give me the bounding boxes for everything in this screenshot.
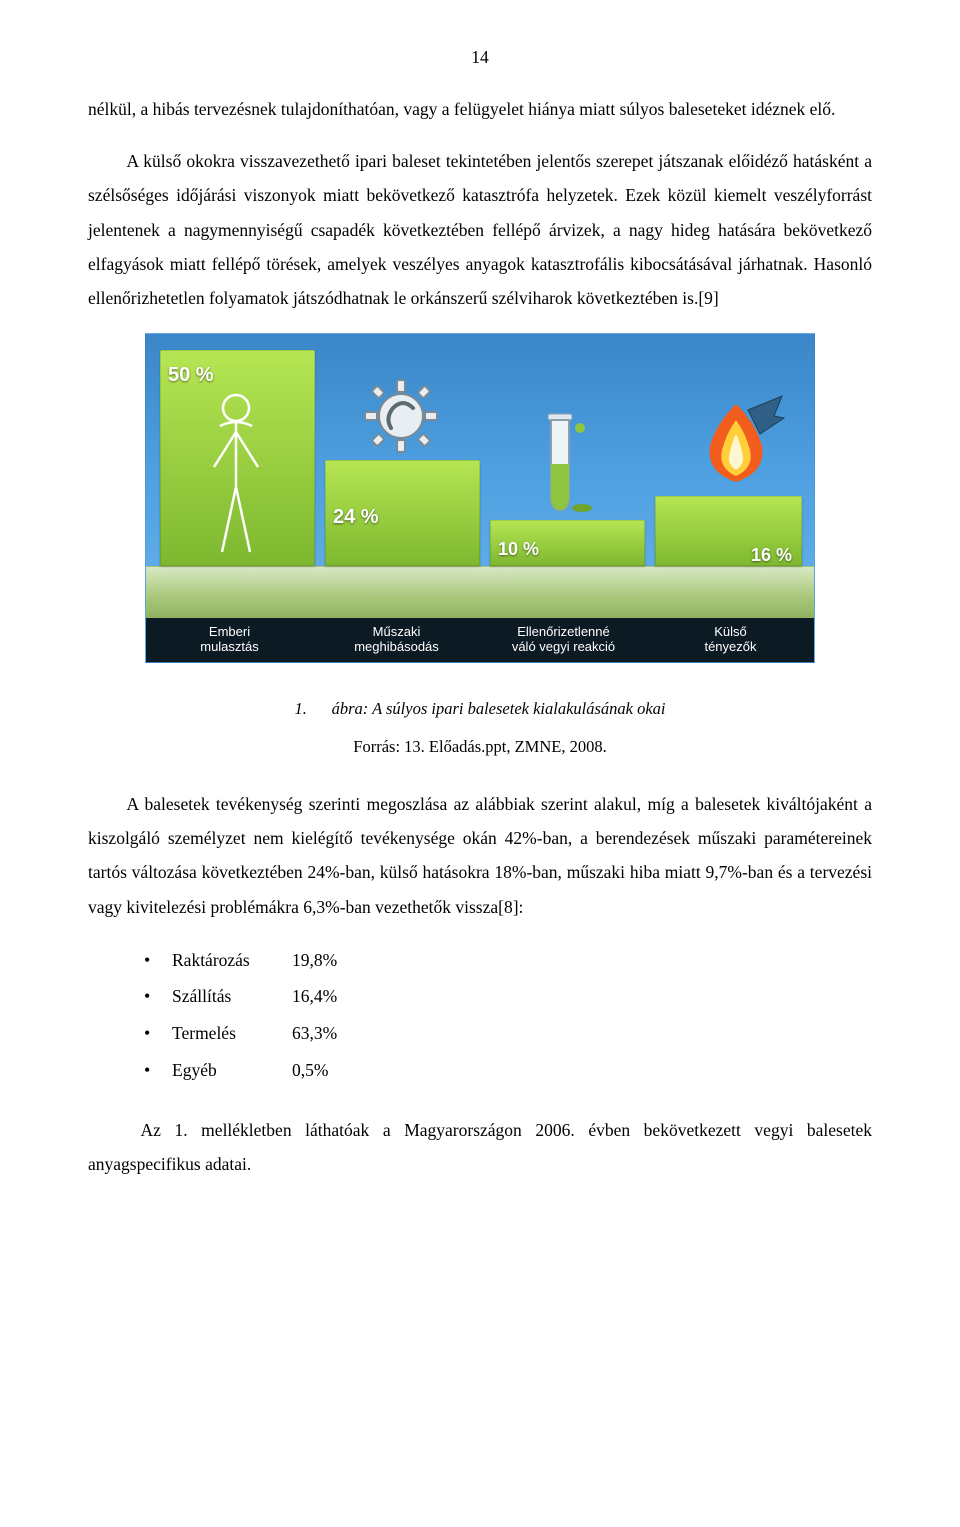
bar-4-label: Külső tényezők bbox=[647, 625, 814, 655]
activity-list: Raktározás19,8% Szállítás16,4% Termelés6… bbox=[144, 942, 872, 1089]
li-2-val: 16,4% bbox=[292, 986, 337, 1006]
chart-ground bbox=[146, 566, 814, 618]
figure-caption: 1. ábra: A súlyos ipari balesetek kialak… bbox=[88, 693, 872, 725]
li-4-name: Egyéb bbox=[172, 1052, 292, 1089]
test-tube-icon bbox=[538, 408, 596, 518]
chart-labels: Emberi mulasztás Műszaki meghibásodás El… bbox=[146, 618, 814, 662]
bar-3-pct: 10 % bbox=[498, 532, 539, 567]
list-item: Egyéb0,5% bbox=[144, 1052, 872, 1089]
fire-icon bbox=[686, 394, 786, 494]
bar-1-pct: 50 % bbox=[168, 356, 214, 395]
list-item: Raktározás19,8% bbox=[144, 942, 872, 979]
li-3-val: 63,3% bbox=[292, 1023, 337, 1043]
caption-title: ábra: A súlyos ipari balesetek kialakulá… bbox=[332, 699, 666, 718]
paragraph-2: A külső okokra visszavezethető ipari bal… bbox=[88, 144, 872, 315]
bar-chart: 50 % 24 % 10 % 16 % bbox=[145, 333, 815, 663]
bar-2-pct: 24 % bbox=[333, 498, 379, 537]
bar-1-label: Emberi mulasztás bbox=[146, 625, 313, 655]
chart-figure: 50 % 24 % 10 % 16 % bbox=[145, 333, 815, 663]
li-1-val: 19,8% bbox=[292, 950, 337, 970]
li-2-name: Szállítás bbox=[172, 978, 292, 1015]
li-3-name: Termelés bbox=[172, 1015, 292, 1052]
bar-2: 24 % bbox=[325, 460, 480, 566]
paragraph-3-text: A balesetek tevékenység szerinti megoszl… bbox=[88, 794, 872, 916]
caption-number: 1. bbox=[294, 699, 306, 718]
bar-3-label: Ellenőrizetlenné váló vegyi reakció bbox=[480, 625, 647, 655]
list-item: Szállítás16,4% bbox=[144, 978, 872, 1015]
page-number: 14 bbox=[88, 40, 872, 74]
closing-text: Az 1. mellékletben láthatóak a Magyarors… bbox=[88, 1120, 872, 1174]
figure-source: Forrás: 13. Előadás.ppt, ZMNE, 2008. bbox=[88, 731, 872, 763]
li-1-name: Raktározás bbox=[172, 942, 292, 979]
list-item: Termelés63,3% bbox=[144, 1015, 872, 1052]
paragraph-1: nélkül, a hibás tervezésnek tulajdonítha… bbox=[88, 92, 872, 126]
gear-icon bbox=[361, 376, 441, 456]
paragraph-3: A balesetek tevékenység szerinti megoszl… bbox=[88, 787, 872, 924]
li-4-val: 0,5% bbox=[292, 1060, 328, 1080]
bar-4-pct: 16 % bbox=[751, 538, 792, 573]
bar-3: 10 % bbox=[490, 520, 645, 566]
bar-4: 16 % bbox=[655, 496, 802, 566]
human-icon bbox=[206, 392, 266, 562]
closing-paragraph: Az 1. mellékletben láthatóak a Magyarors… bbox=[88, 1113, 872, 1181]
paragraph-2-text: A külső okokra visszavezethető ipari bal… bbox=[88, 151, 872, 308]
bar-2-label: Műszaki meghibásodás bbox=[313, 625, 480, 655]
